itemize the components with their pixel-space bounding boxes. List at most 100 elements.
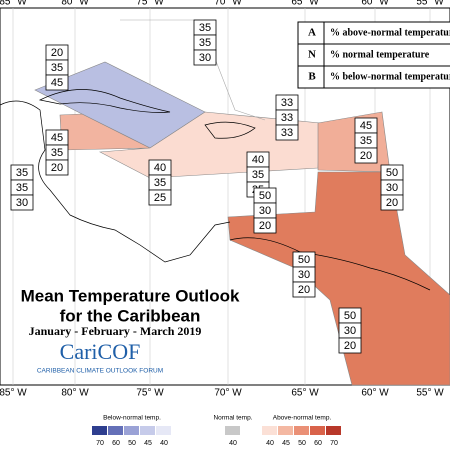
legend-tick: 45 — [282, 440, 290, 447]
prob-cell — [193, 49, 217, 66]
prob-value: 35 — [199, 37, 211, 49]
lon-label-top: 65° W — [291, 0, 319, 8]
lon-label-top: 75° W — [136, 0, 164, 8]
legend-label: Above-normal temp. — [273, 415, 332, 422]
legend-swatch — [326, 426, 341, 435]
prob-cell — [45, 159, 69, 176]
lon-label-bottom: 55° W — [416, 388, 444, 399]
period: January - February - March 2019 — [29, 324, 202, 338]
prob-value: 33 — [281, 97, 293, 109]
prob-cell — [45, 74, 69, 91]
lon-label-bottom: 85° W — [0, 388, 27, 399]
prob-value: 35 — [51, 62, 63, 74]
lon-label-bottom: 60° W — [361, 388, 389, 399]
legend-label: Normal temp. — [213, 415, 252, 422]
prob-value: 40 — [154, 162, 166, 174]
prob-cell — [338, 337, 362, 354]
lon-label-bottom: 70° W — [214, 388, 242, 399]
key-letter: B — [308, 71, 316, 83]
key-table — [297, 21, 450, 89]
key-letter: A — [308, 27, 316, 39]
prob-cell — [354, 147, 378, 164]
lon-label-bottom: 80° W — [61, 388, 89, 399]
prob-value: 35 — [360, 135, 372, 147]
legend-tick: 50 — [128, 440, 136, 447]
legend-tick: 40 — [160, 440, 168, 447]
legend-swatch — [108, 426, 123, 435]
prob-value: 20 — [51, 162, 63, 174]
legend-tick: 40 — [266, 440, 274, 447]
prob-value: 30 — [16, 197, 28, 209]
lon-label-bottom: 75° W — [136, 388, 164, 399]
region-border — [120, 19, 266, 121]
lon-label-top: 80° W — [61, 0, 89, 8]
prob-value: 20 — [259, 220, 271, 232]
coast-hispaniola — [204, 121, 256, 139]
prob-cell — [10, 194, 34, 211]
coast-south-america — [229, 237, 431, 291]
logo: CariCOF — [60, 339, 141, 364]
lon-label-top: 55° W — [416, 0, 444, 8]
prob-value: 33 — [281, 127, 293, 139]
prob-value: 45 — [51, 132, 63, 144]
prob-value: 20 — [344, 340, 356, 352]
prob-value: 20 — [386, 197, 398, 209]
lon-label-top: 85° W — [0, 0, 27, 8]
prob-cell — [253, 217, 277, 234]
prob-value: 20 — [298, 284, 310, 296]
coast-central-america — [0, 100, 231, 263]
title-line2: for the Caribbean — [60, 306, 201, 325]
prob-value: 30 — [259, 205, 271, 217]
legend-swatch — [225, 426, 240, 435]
legend-tick: 70 — [96, 440, 104, 447]
key-text: % below-normal temperature — [330, 71, 450, 82]
legend-swatch — [140, 426, 155, 435]
prob-cell — [275, 124, 299, 141]
prob-cell — [380, 194, 404, 211]
prob-value: 50 — [298, 254, 310, 266]
prob-value: 50 — [344, 310, 356, 322]
coast-cuba — [38, 89, 171, 113]
prob-value: 50 — [259, 190, 271, 202]
prob-value: 20 — [51, 47, 63, 59]
legend-tick: 50 — [298, 440, 306, 447]
prob-value: 20 — [360, 150, 372, 162]
legend-tick: 40 — [229, 440, 237, 447]
lon-label-top: 60° W — [361, 0, 389, 8]
legend-tick: 70 — [330, 440, 338, 447]
key-text: % normal temperature — [330, 49, 430, 60]
legend-swatch — [310, 426, 325, 435]
prob-value: 50 — [386, 167, 398, 179]
legend-swatch — [92, 426, 107, 435]
prob-value: 30 — [199, 52, 211, 64]
prob-value: 33 — [281, 112, 293, 124]
prob-value: 45 — [51, 77, 63, 89]
lon-label-bottom: 65° W — [291, 388, 319, 399]
prob-value: 35 — [252, 169, 264, 181]
prob-cell — [292, 281, 316, 298]
lon-label-top: 70° W — [214, 0, 242, 8]
legend-tick: 60 — [112, 440, 120, 447]
legend-swatch — [124, 426, 139, 435]
logo-sub: CARIBBEAN CLIMATE OUTLOOK FORUM — [37, 368, 163, 375]
legend-swatch — [278, 426, 293, 435]
coastlines — [0, 89, 431, 291]
prob-value: 30 — [298, 269, 310, 281]
region-leeward — [317, 111, 391, 173]
prob-value: 35 — [16, 182, 28, 194]
prob-cell — [148, 189, 172, 206]
key-letter: N — [308, 49, 316, 61]
legend-swatch — [156, 426, 171, 435]
prob-value: 35 — [16, 167, 28, 179]
legend-swatch — [294, 426, 309, 435]
prob-value: 25 — [154, 192, 166, 204]
key-text: % above-normal temperature — [330, 27, 450, 38]
legend-tick: 60 — [314, 440, 322, 447]
prob-value: 35 — [51, 147, 63, 159]
legend-swatch — [262, 426, 277, 435]
legend-label: Below-normal temp. — [103, 415, 161, 422]
prob-value: 30 — [344, 325, 356, 337]
prob-value: 40 — [252, 154, 264, 166]
prob-value: 35 — [199, 22, 211, 34]
